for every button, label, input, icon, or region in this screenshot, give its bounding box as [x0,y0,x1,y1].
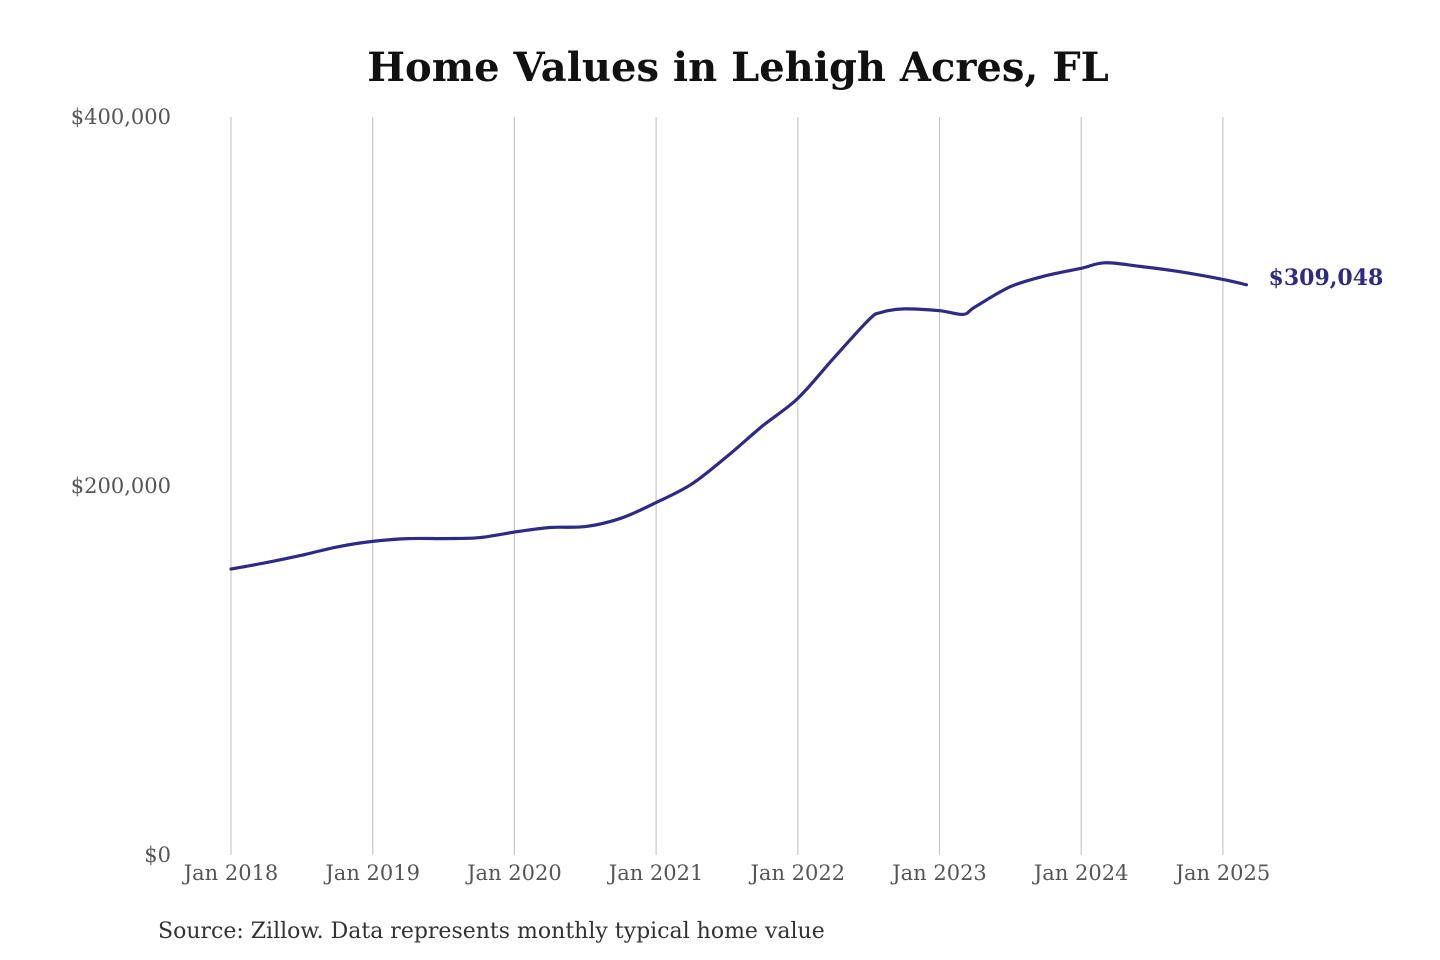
x-tick-label: Jan 2020 [465,861,562,885]
x-axis-tick-labels: Jan 2018 Jan 2019 Jan 2020 Jan 2021 Jan 2022… [182,861,1270,885]
x-tick-label: Jan 2023 [890,861,987,885]
y-tick-label: $0 [144,843,171,867]
y-tick-label: $200,000 [71,474,171,498]
end-value-label: $309,048 [1269,265,1384,291]
x-tick-label: Jan 2022 [749,861,846,885]
x-tick-label: Jan 2021 [607,861,704,885]
x-tick-label: Jan 2019 [323,861,420,885]
series-group [229,261,1249,571]
series-line-0 [229,261,1249,571]
x-tick-label: Jan 2018 [182,861,279,885]
source-note: Source: Zillow. Data represents monthly … [158,919,825,944]
y-axis-tick-labels: $400,000 $200,000 $0 [71,105,171,867]
chart-title: Home Values in Lehigh Acres, FL [367,44,1108,91]
vertical-gridlines [230,117,1224,855]
annotations-group: $309,048 [1269,265,1384,291]
x-tick-label: Jan 2025 [1174,861,1271,885]
y-tick-label: $400,000 [71,105,171,129]
x-tick-label: Jan 2024 [1032,861,1129,885]
